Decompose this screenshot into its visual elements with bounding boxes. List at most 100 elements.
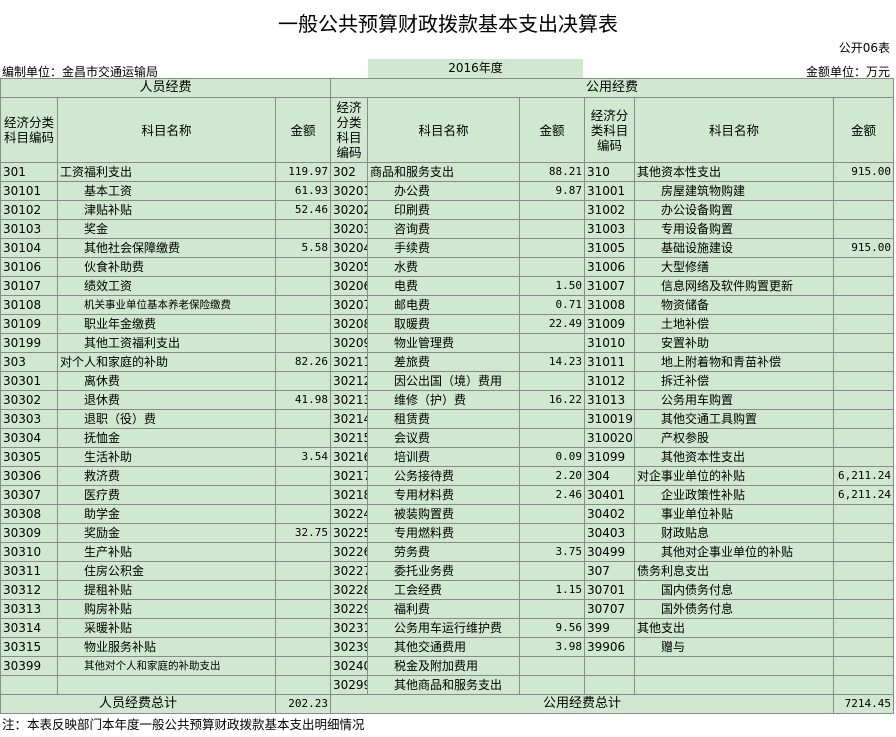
- code-cell: 30209: [330, 333, 369, 353]
- amount-cell: 14.23: [519, 352, 586, 372]
- column-header: 经济分类科目编码: [584, 97, 636, 163]
- name-cell: 因公出国（境）费用: [367, 371, 521, 391]
- name-cell: 奖励金: [57, 523, 276, 543]
- amount-cell: [274, 409, 332, 429]
- table-row: 30301 离休费 30212 因公出国（境）费用 31012 拆迁补偿: [0, 371, 895, 391]
- code-cell: 30215: [330, 428, 369, 448]
- table-row: 30101 基本工资 61.93 30201 办公费 9.87 31001 房屋建筑物购建: [0, 181, 895, 201]
- name-cell: 取暖费: [367, 314, 521, 334]
- amount-cell: [274, 504, 332, 524]
- name-cell: 赠与: [634, 637, 835, 657]
- amount-cell: [833, 542, 895, 562]
- name-cell: 奖金: [57, 219, 276, 239]
- code-cell: 30302: [0, 390, 58, 410]
- name-cell: [57, 675, 276, 695]
- amount-cell: [833, 561, 895, 581]
- name-cell: 其他工资福利支出: [57, 333, 276, 353]
- code-cell: 30402: [584, 504, 636, 524]
- code-cell: 30231: [330, 618, 369, 638]
- table-row: 30305 生活补助 3.54 30216 培训费 0.09 31099 其他资本性支出: [0, 447, 895, 467]
- group-header: 人员经费: [0, 78, 332, 98]
- amount-cell: [833, 257, 895, 277]
- amount-cell: [833, 618, 895, 638]
- name-cell: 房屋建筑物购建: [634, 181, 835, 201]
- code-cell: 31013: [584, 390, 636, 410]
- total-amount: 202.23: [274, 694, 332, 714]
- amount-cell: [519, 238, 586, 258]
- code-cell: 30311: [0, 561, 58, 581]
- amount-cell: [519, 656, 586, 676]
- amount-cell: [833, 333, 895, 353]
- table-row: 30399 其他对个人和家庭的补助支出 30240 税金及附加费用: [0, 656, 895, 676]
- code-cell: 30204: [330, 238, 369, 258]
- code-cell: 31010: [584, 333, 636, 353]
- code-cell: 30240: [330, 656, 369, 676]
- name-cell: 手续费: [367, 238, 521, 258]
- amount-cell: 119.97: [274, 162, 332, 182]
- code-cell: 30308: [0, 504, 58, 524]
- amount-cell: [833, 599, 895, 619]
- code-cell: 31001: [584, 181, 636, 201]
- code-cell: 31007: [584, 276, 636, 296]
- total-label: 人员经费总计: [0, 694, 276, 714]
- table-row: 30108 机关事业单位基本养老保险缴费 30207 邮电费 0.71 31008 物资储备: [0, 295, 895, 315]
- name-cell: 对企事业单位的补贴: [634, 466, 835, 486]
- name-cell: 退职（役）费: [57, 409, 276, 429]
- name-cell: 专用设备购置: [634, 219, 835, 239]
- name-cell: 其他资本性支出: [634, 162, 835, 182]
- amount-cell: 61.93: [274, 181, 332, 201]
- code-cell: 30401: [584, 485, 636, 505]
- name-cell: 财政贴息: [634, 523, 835, 543]
- code-cell: 30101: [0, 181, 58, 201]
- column-header: 经济分类科目编码: [330, 97, 369, 163]
- amount-cell: [519, 504, 586, 524]
- name-cell: 其他对企事业单位的补贴: [634, 542, 835, 562]
- amount-cell: [833, 371, 895, 391]
- name-cell: 专用燃料费: [367, 523, 521, 543]
- amount-cell: 2.20: [519, 466, 586, 486]
- code-cell: 30301: [0, 371, 58, 391]
- year: 2016年度: [368, 59, 583, 78]
- name-cell: 土地补偿: [634, 314, 835, 334]
- amount-cell: [833, 637, 895, 657]
- name-cell: 国内债务付息: [634, 580, 835, 600]
- table-row: 30311 住房公积金 30227 委托业务费 307 债务利息支出: [0, 561, 895, 581]
- code-cell: 30303: [0, 409, 58, 429]
- column-header: 经济分类科目编码: [0, 97, 58, 163]
- name-cell: 其他交通工具购置: [634, 409, 835, 429]
- amount-cell: [274, 637, 332, 657]
- table-row: 30310 生产补贴 30226 劳务费 3.75 30499 其他对企事业单位的补贴: [0, 542, 895, 562]
- code-cell: 30225: [330, 523, 369, 543]
- code-cell: 307: [584, 561, 636, 581]
- code-cell: 31003: [584, 219, 636, 239]
- amount-cell: 6,211.24: [833, 485, 895, 505]
- amount-cell: [274, 314, 332, 334]
- name-cell: 采暖补贴: [57, 618, 276, 638]
- name-cell: 信息网络及软件购置更新: [634, 276, 835, 296]
- unit: 编制单位：金昌市交通运输局: [2, 65, 159, 79]
- code-cell: 30216: [330, 447, 369, 467]
- table-row: 30308 助学金 30224 被装购置费 30402 事业单位补贴: [0, 504, 895, 524]
- code-cell: 30211: [330, 352, 369, 372]
- code-cell: 30201: [330, 181, 369, 201]
- code-cell: 30307: [0, 485, 58, 505]
- code-cell: 30206: [330, 276, 369, 296]
- name-cell: 抚恤金: [57, 428, 276, 448]
- table-row: 30102 津贴补贴 52.46 30202 印刷费 31002 办公设备购置: [0, 200, 895, 220]
- table-row: 30299 其他商品和服务支出: [0, 675, 895, 695]
- amount-cell: 82.26: [274, 352, 332, 372]
- table-row: 30199 其他工资福利支出 30209 物业管理费 31010 安置补助: [0, 333, 895, 353]
- table-row: 30104 其他社会保障缴费 5.58 30204 手续费 31005 基础设施建设 915.…: [0, 238, 895, 258]
- column-header: 金额: [833, 97, 895, 163]
- amount-cell: 9.56: [519, 618, 586, 638]
- amount-cell: [274, 599, 332, 619]
- name-cell: 机关事业单位基本养老保险缴费: [57, 295, 276, 315]
- amount-cell: [274, 485, 332, 505]
- total-label: 公用经费总计: [330, 694, 835, 714]
- code-cell: 30707: [584, 599, 636, 619]
- amount-cell: [519, 561, 586, 581]
- name-cell: 基本工资: [57, 181, 276, 201]
- table-row: 301 工资福利支出 119.97 302 商品和服务支出 88.21 310 其他资本性支出…: [0, 162, 895, 182]
- amount-cell: 0.09: [519, 447, 586, 467]
- code-cell: 30315: [0, 637, 58, 657]
